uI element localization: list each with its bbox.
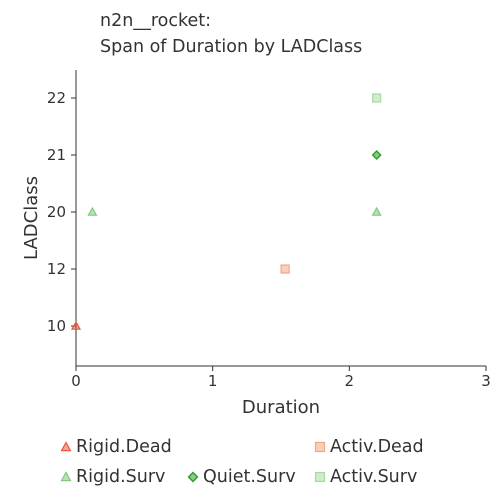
point-rigid-dead [70,320,82,330]
y-tick-label: 12 [47,260,66,278]
legend-marker [187,471,199,483]
triangle-marker-icon [60,471,72,482]
triangle-marker-icon [60,441,72,452]
x-tick-label: 0 [71,372,81,390]
point-quiet-surv [371,150,382,160]
chart-title: n2n__rocket: Span of Duration by LADClas… [100,8,362,60]
y-tick-label: 21 [47,146,66,164]
x-axis-label: Duration [242,397,320,418]
y-tick-label: 20 [47,203,66,221]
legend-label: Rigid.Surv [76,467,166,487]
legend-item-activ-dead: Activ.Dead [314,437,424,457]
legend-label: Quiet.Surv [203,467,296,487]
legend-label: Activ.Surv [330,467,418,487]
y-axis-label: LADClass [21,176,42,260]
legend-marker [60,441,72,452]
square-marker-icon [314,471,326,483]
x-tick-label: 3 [481,372,491,390]
diamond-marker-icon [187,471,199,483]
legend-marker [314,441,326,453]
y-tick-label: 22 [47,89,66,107]
legend-item-rigid-surv: Rigid.Surv [60,467,165,487]
legend-item-quiet-surv: Quiet.Surv [187,467,296,487]
chart-title-line-1: n2n__rocket: [100,11,211,31]
legend-label: Rigid.Dead [76,437,172,457]
point-activ-surv [372,93,382,103]
chart-title-line-2: Span of Duration by LADClass [100,37,363,57]
y-tick-label: 10 [47,317,66,335]
legend-item-activ-surv: Activ.Surv [314,467,417,487]
x-tick-label: 1 [208,372,218,390]
x-tick-label: 2 [345,372,355,390]
square-marker-icon [314,441,326,453]
legend-label: Activ.Dead [330,437,424,457]
point-activ-dead [280,264,290,274]
point-rigid-surv [371,206,382,216]
legend-marker [314,471,326,483]
legend-marker [60,471,72,482]
legend-item-rigid-dead: Rigid.Dead [60,437,172,457]
point-rigid-surv [87,206,98,216]
